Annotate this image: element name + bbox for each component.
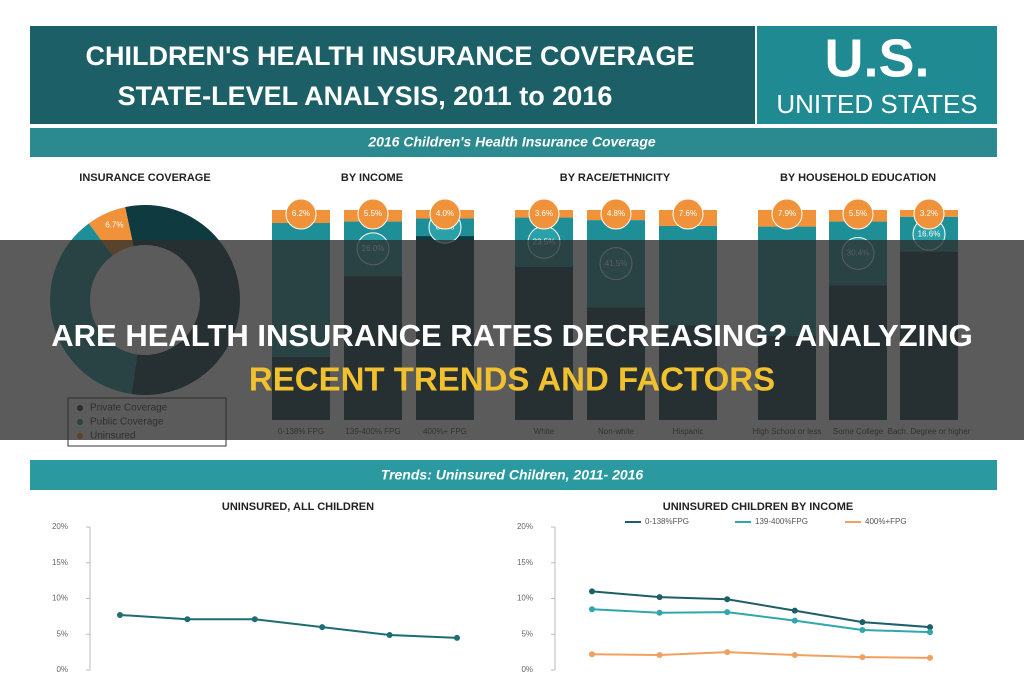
y-tick-label: 20%: [52, 522, 68, 531]
point: [251, 616, 258, 623]
country-code: U.S.: [824, 28, 929, 88]
value-label: 7.9%: [778, 209, 796, 218]
section-title: BY HOUSEHOLD EDUCATION: [780, 172, 936, 184]
legend-label: 0-138%FPG: [645, 517, 689, 526]
section-title: BY RACE/ETHNICITY: [560, 172, 671, 184]
value-label: 7.6%: [679, 209, 697, 218]
point: [656, 594, 663, 601]
section-title: BY INCOME: [341, 172, 403, 184]
value-label: 6.7%: [105, 221, 123, 230]
label-badge: [842, 198, 874, 230]
point: [859, 619, 866, 626]
point: [927, 629, 933, 636]
banner-line1: ARE HEALTH INSURANCE RATES DECREASING? A…: [51, 318, 972, 353]
trends-heading: Trends: Uninsured Children, 2011- 2016: [381, 467, 644, 483]
label-badge: [285, 198, 317, 230]
value-label: 6.2%: [292, 209, 310, 218]
value-label: 4.8%: [607, 209, 625, 218]
label-badge: [771, 198, 803, 230]
point: [724, 596, 731, 603]
point: [724, 609, 731, 616]
value-label: 16.6%: [918, 229, 941, 238]
legend-label: 139-400%FPG: [755, 517, 808, 526]
series-line: [591, 590, 931, 629]
value-label: 3.2%: [920, 209, 938, 218]
point: [589, 606, 595, 613]
label-badge: [528, 198, 560, 230]
point: [656, 651, 663, 658]
label-badge: [100, 211, 129, 240]
header-box: [30, 26, 755, 124]
legend-label: 400%+FPG: [865, 517, 907, 526]
value-label: 5.5%: [849, 209, 867, 218]
series-line: [119, 613, 458, 639]
header-title: CHILDREN'S HEALTH INSURANCE COVERAGE: [86, 41, 695, 71]
y-tick-label: 0%: [521, 665, 533, 674]
point: [319, 624, 326, 631]
banner-line2: RECENT TRENDS AND FACTORS: [249, 361, 775, 398]
point: [791, 607, 798, 614]
point: [184, 616, 191, 623]
point: [386, 631, 393, 638]
country-name: UNITED STATES: [776, 89, 977, 119]
label-badge: [429, 198, 461, 230]
series-line: [591, 651, 931, 659]
section-title: UNINSURED CHILDREN BY INCOME: [663, 501, 853, 513]
y-tick-label: 0%: [56, 665, 68, 674]
point: [927, 624, 933, 631]
value-label: 5.5%: [364, 209, 382, 218]
point: [589, 588, 595, 595]
trends-heading-bar: [30, 460, 997, 490]
point: [454, 634, 460, 641]
y-tick-label: 15%: [517, 558, 533, 567]
point: [791, 651, 798, 658]
y-tick-label: 5%: [521, 629, 533, 638]
coverage-heading: 2016 Children's Health Insurance Coverag…: [367, 134, 656, 150]
label-badge: [913, 198, 945, 230]
section-title: INSURANCE COVERAGE: [79, 172, 210, 184]
point: [859, 654, 866, 661]
point: [589, 651, 595, 658]
label-badge: [672, 198, 704, 230]
y-tick-label: 20%: [517, 522, 533, 531]
value-label: 4.0%: [436, 209, 454, 218]
point: [117, 611, 123, 618]
y-tick-label: 15%: [52, 558, 68, 567]
point: [859, 626, 866, 633]
label-badge: [357, 198, 389, 230]
point: [791, 617, 798, 624]
header-subtitle: STATE-LEVEL ANALYSIS, 2011 to 2016: [118, 81, 613, 111]
y-tick-label: 10%: [517, 594, 533, 603]
value-label: 3.6%: [535, 209, 553, 218]
section-title: UNINSURED, ALL CHILDREN: [222, 501, 374, 513]
y-tick-label: 5%: [56, 629, 68, 638]
point: [927, 654, 933, 661]
point: [656, 609, 663, 616]
banner: [0, 240, 1024, 440]
point: [724, 649, 731, 656]
label-badge: [600, 198, 632, 230]
series-line: [591, 608, 931, 634]
country-box: [757, 26, 997, 124]
y-tick-label: 10%: [52, 594, 68, 603]
coverage-heading-bar: [30, 128, 997, 157]
